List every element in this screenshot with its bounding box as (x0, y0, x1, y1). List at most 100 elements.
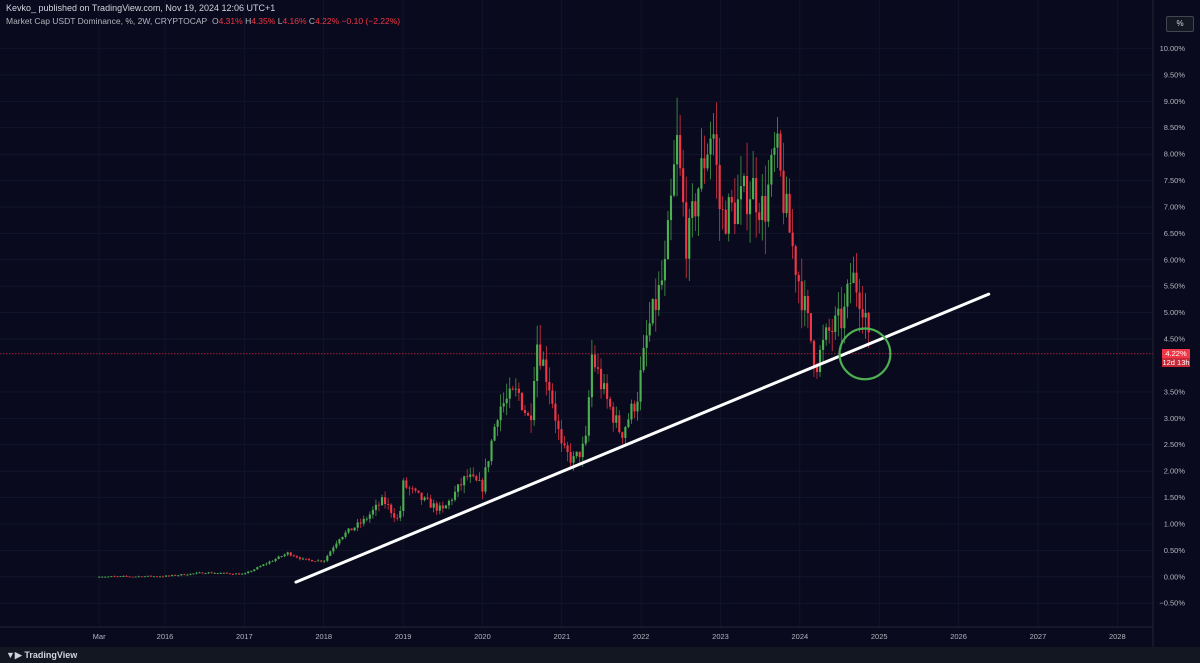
candle-body (715, 134, 718, 165)
highlight-circle[interactable] (838, 327, 892, 381)
candle-body (259, 566, 262, 568)
candle-body (338, 539, 341, 544)
price-tick-label: 10.00% (1160, 44, 1186, 53)
candle-body (548, 381, 551, 391)
publish-info: Kevko_ published on TradingView.com, Nov… (6, 3, 276, 13)
candle-body (177, 575, 180, 577)
candle-body (724, 209, 727, 234)
candle-body (271, 560, 274, 562)
low-label: L (277, 16, 283, 26)
candle-body (374, 504, 378, 510)
candle-body (140, 576, 143, 578)
symbol-name[interactable]: Market Cap USDT Dominance, %, 2W, CRYPTO… (6, 16, 208, 26)
candle-body (204, 573, 207, 575)
candle-body (441, 505, 444, 509)
candle-body (164, 575, 168, 577)
candle-body (739, 186, 743, 200)
candle-body (174, 575, 177, 576)
candle-body (551, 390, 554, 404)
candle-body (788, 193, 791, 233)
candle-body (694, 201, 697, 217)
candle-body (292, 555, 295, 557)
candle-body (323, 560, 326, 562)
candle-body (107, 576, 110, 578)
time-tick-label: 2026 (950, 632, 967, 641)
candle-body (749, 199, 752, 215)
candle-body (280, 556, 283, 557)
candle-body (320, 560, 323, 562)
candle-body (514, 388, 517, 390)
candle-body (822, 339, 825, 350)
candle-body (560, 429, 563, 444)
price-tick-label: 5.00% (1164, 308, 1186, 317)
tradingview-logo[interactable]: ▼▶ TradingView (6, 650, 77, 661)
candle-body (523, 410, 527, 414)
time-axis[interactable]: Mar 2016 2017 2018 2019 2020 2021 2022 2023 2024 2… (93, 632, 1126, 641)
candle-body (803, 296, 806, 311)
candle-body (864, 312, 867, 318)
candle-body (277, 556, 280, 559)
candle-body (508, 388, 511, 399)
candle-body (429, 498, 432, 508)
price-tick-label: 2.00% (1164, 467, 1186, 476)
candle-body (414, 488, 417, 491)
high-value: 4.35% (251, 16, 276, 26)
candle-body (362, 518, 365, 524)
candle-body (332, 547, 335, 552)
price-tick-label: 8.50% (1164, 123, 1186, 132)
candle-body (578, 451, 581, 458)
candle-body (843, 306, 846, 329)
candle-body (797, 274, 800, 282)
candle-body (712, 134, 715, 139)
candle-body (310, 559, 314, 562)
price-tick-label: −0.50% (1159, 599, 1185, 608)
candle-body (304, 558, 308, 560)
candle-body (539, 344, 542, 366)
candle-body (590, 354, 593, 398)
bar-countdown: 12d 13h (1162, 357, 1190, 367)
time-tick-label: Mar (93, 632, 106, 641)
candle-body (633, 403, 636, 412)
candle-body (274, 558, 277, 561)
price-tick-label: 9.50% (1164, 70, 1186, 79)
candle-body (231, 573, 235, 575)
candle-body (703, 158, 706, 169)
time-tick-label: 2020 (474, 632, 491, 641)
candle-body (423, 497, 426, 501)
candle-body (663, 259, 666, 281)
time-tick-label: 2023 (712, 632, 729, 641)
candle-body (262, 564, 265, 567)
candle-body (685, 202, 688, 259)
candle-body (490, 440, 493, 462)
price-tick-label: 7.00% (1164, 202, 1186, 211)
symbol-legend: Market Cap USDT Dominance, %, 2W, CRYPTO… (6, 16, 400, 26)
candle-body (219, 573, 222, 574)
candle-body (831, 330, 834, 333)
time-tick-label: 2017 (236, 632, 253, 641)
price-axis[interactable]: 10.00% 9.50% 9.00% 8.50% 8.00% 7.50% 7.00% 6.50… (1159, 44, 1185, 608)
candle-body (700, 158, 703, 189)
candle-body (846, 283, 849, 307)
candle-body (171, 575, 174, 576)
candle-body (113, 576, 116, 578)
candle-body (463, 476, 466, 486)
candle-body (317, 560, 320, 562)
candle-body (195, 572, 198, 574)
candle-body (365, 518, 368, 520)
candle-body (785, 193, 788, 214)
candle-body (377, 504, 381, 506)
open-label: O (211, 16, 219, 26)
candle-body (341, 536, 344, 540)
percent-scale-button[interactable]: % (1166, 16, 1194, 32)
candle-body (666, 220, 670, 260)
trendline[interactable] (294, 292, 991, 584)
candle-body (314, 561, 317, 563)
candle-body (642, 347, 645, 371)
candle-body (329, 551, 332, 556)
candle-body (505, 398, 508, 404)
candle-body (371, 509, 374, 515)
time-tick-label: 2024 (792, 632, 809, 641)
candle-body (575, 451, 578, 457)
